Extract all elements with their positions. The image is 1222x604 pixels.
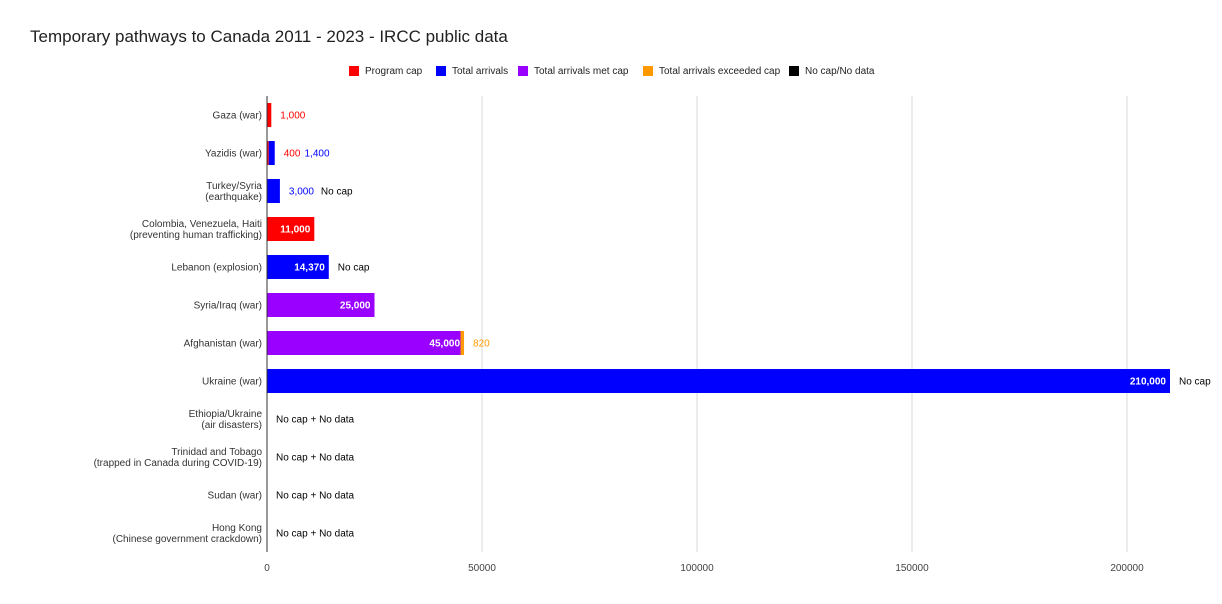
category-label: Hong Kong [212,523,262,534]
legend-item: Total arrivals [436,64,508,78]
x-tick-label: 50000 [468,563,496,574]
legend-swatch [789,66,799,76]
legend-label: Total arrivals met cap [534,65,629,77]
legend-item: Total arrivals met cap [518,64,628,78]
category-label: Syria/Iraq (war) [194,301,262,312]
category-label: Colombia, Venezuela, Haiti [142,219,262,230]
data-label: No cap [1179,377,1211,388]
data-label: 820 [473,339,490,350]
legend-item: Program cap [349,64,422,78]
bar-segment [267,293,375,317]
category-label: Lebanon (explosion) [171,263,262,274]
data-label: No cap [338,263,370,274]
category-label: Turkey/Syria [206,181,262,192]
legend-label: No cap/No data [805,65,875,77]
category-label: Trinidad and Tobago [171,447,262,458]
legend-label: Total arrivals exceeded cap [659,65,781,77]
data-label: 3,000 [289,187,314,198]
data-label: 1,000 [280,111,305,122]
category-label: Yazidis (war) [205,149,262,160]
bar-segment [267,331,461,355]
data-label: No cap + No data [276,415,355,426]
data-label: No cap + No data [276,491,355,502]
data-label: 11,000 [280,225,310,236]
category-label: (preventing human trafficking) [130,230,262,241]
category-label: Ukraine (war) [202,377,262,388]
data-label: 400 [284,149,301,160]
category-label: Ethiopia/Ukraine [189,409,263,420]
x-tick-label: 100000 [680,563,714,574]
data-label: 210,000 [1130,377,1167,388]
category-label: (air disasters) [201,420,262,431]
chart-title: Temporary pathways to Canada 2011 - 2023… [30,27,508,46]
legend-label: Total arrivals [452,65,509,77]
legend-swatch [518,66,528,76]
data-label: No cap + No data [276,529,355,540]
data-label: No cap [321,187,353,198]
bar-segment [267,217,315,241]
data-label: 45,000 [429,339,460,350]
legend-item: Total arrivals exceeded cap [643,64,780,78]
category-label: Gaza (war) [213,111,262,122]
legend-swatch [436,66,446,76]
category-label: (trapped in Canada during COVID-19) [94,458,262,469]
bar-segment [267,179,280,203]
bar-segment [268,141,275,165]
legend-item: No cap/No data [789,64,875,78]
category-label: (Chinese government crackdown) [112,534,262,545]
legend-label: Program cap [365,65,423,77]
data-label: 25,000 [340,301,371,312]
bar-segment [460,331,465,355]
legend-swatch [643,66,653,76]
x-tick-label: 150000 [895,563,929,574]
bar-segment [267,369,1170,393]
data-label: 14,370 [294,263,325,274]
category-label: (earthquake) [205,192,262,203]
bar-segment [267,103,272,127]
legend-swatch [349,66,359,76]
data-label: 1,400 [305,149,330,160]
bar-segment [267,141,269,165]
category-label: Sudan (war) [208,491,262,502]
bar-segment [267,255,329,279]
category-label: Afghanistan (war) [184,339,262,350]
x-tick-label: 0 [264,563,270,574]
chart-legend: Program cap Total arrivals Total arrivals … [0,64,1222,80]
data-label: No cap + No data [276,453,355,464]
x-tick-label: 200000 [1110,563,1144,574]
